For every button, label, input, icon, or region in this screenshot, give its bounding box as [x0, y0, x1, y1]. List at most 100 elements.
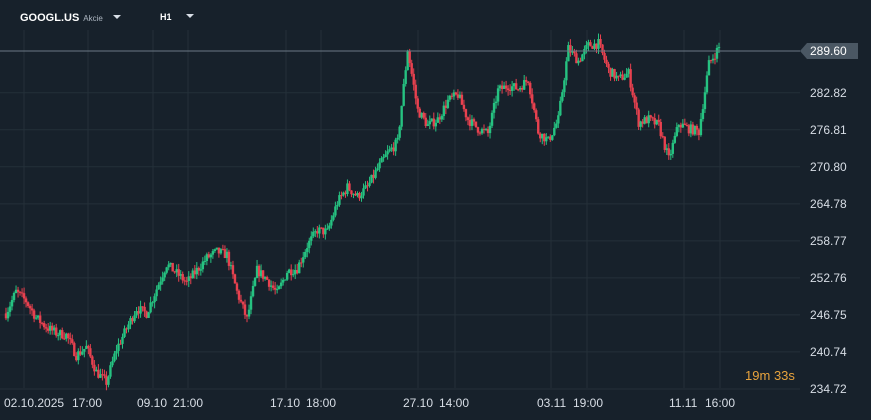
candle	[665, 144, 668, 155]
candle-body	[561, 92, 564, 101]
candle	[609, 67, 612, 81]
candle-body	[44, 327, 48, 329]
candle	[219, 248, 223, 255]
timeframe-selector[interactable]: H1	[160, 12, 194, 22]
x-tick-label: 02.10.2025	[4, 396, 65, 410]
candle-body	[426, 124, 429, 126]
y-tick-label: 264.78	[810, 196, 847, 211]
candle	[67, 332, 70, 344]
candle-body	[516, 89, 520, 91]
y-tick-label: 246.75	[810, 307, 847, 322]
candle-body	[462, 104, 466, 110]
candle-body	[514, 83, 518, 90]
candle-body	[492, 102, 496, 113]
chevron-down-icon	[185, 14, 194, 18]
candle-body	[24, 298, 28, 303]
symbol-selector[interactable]: GOOGL.US Akcie	[20, 12, 121, 24]
candle-body	[296, 269, 299, 274]
candle	[639, 120, 642, 131]
candle-countdown: 19m 33s	[745, 368, 795, 383]
candle	[259, 264, 263, 278]
candle	[105, 371, 108, 391]
candle-body	[520, 88, 524, 90]
candle-body	[414, 84, 417, 99]
candle	[255, 259, 259, 279]
candle-body	[655, 119, 658, 125]
candle	[583, 45, 586, 60]
candle-body	[263, 277, 267, 279]
candle	[699, 112, 703, 137]
candle-body	[22, 293, 26, 299]
candle	[715, 44, 719, 63]
candle-body	[279, 282, 283, 287]
candle	[53, 325, 56, 335]
candle-body	[502, 85, 506, 90]
candle	[332, 212, 335, 222]
candle	[555, 119, 558, 129]
x-tick-label: 18:00	[306, 396, 337, 410]
candle	[382, 153, 385, 162]
candle-body	[312, 231, 315, 237]
candle-body	[539, 133, 542, 139]
candle	[466, 116, 470, 126]
candle-body	[287, 269, 291, 273]
candle	[203, 255, 207, 266]
candle	[553, 121, 556, 137]
candle-body	[691, 124, 695, 135]
candle	[454, 91, 458, 96]
candle-body	[177, 269, 180, 276]
candle	[436, 112, 440, 123]
candle	[97, 364, 100, 379]
candle-body	[161, 277, 164, 282]
candle	[83, 348, 86, 358]
candle-body	[603, 53, 606, 60]
candle	[697, 128, 701, 141]
candle	[229, 261, 233, 270]
candle	[161, 271, 164, 285]
candle	[653, 113, 656, 129]
candle	[109, 361, 112, 379]
candle	[518, 86, 522, 92]
candle	[40, 321, 44, 326]
candle-body	[40, 322, 44, 324]
candle-body	[474, 121, 478, 128]
candle	[4, 307, 8, 321]
candle	[526, 81, 530, 86]
candle-body	[115, 350, 118, 354]
candle-body	[103, 374, 106, 376]
candle-body	[310, 236, 313, 241]
candle-body	[585, 45, 588, 49]
candle-body	[285, 272, 289, 280]
candle	[703, 86, 707, 113]
candle	[85, 340, 88, 350]
candle	[141, 306, 144, 312]
candle	[133, 310, 136, 324]
candle-body	[179, 274, 182, 276]
candle	[10, 295, 14, 311]
candle-body	[145, 311, 148, 318]
candle-body	[57, 335, 60, 337]
candle-body	[699, 119, 703, 136]
candle	[418, 106, 421, 118]
candle-body	[356, 192, 359, 196]
candle	[619, 71, 622, 78]
candle-body	[390, 147, 393, 150]
candle	[165, 266, 168, 275]
candle	[478, 131, 482, 136]
candle	[111, 356, 114, 368]
candle-body	[63, 338, 66, 340]
candle-body	[500, 85, 504, 90]
candle	[440, 114, 444, 122]
y-tick-label: 282.82	[810, 85, 847, 100]
candle-body	[394, 139, 397, 152]
candle	[350, 190, 353, 198]
candle	[655, 119, 658, 126]
candle	[225, 248, 229, 263]
candle	[137, 306, 140, 319]
candle-body	[290, 269, 293, 276]
candle	[207, 251, 211, 259]
candle	[420, 112, 423, 120]
candle-body	[424, 117, 427, 126]
candle	[689, 120, 693, 138]
